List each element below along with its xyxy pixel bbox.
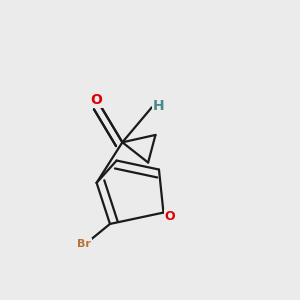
Text: Br: Br: [77, 239, 91, 249]
Text: H: H: [153, 98, 164, 112]
Text: O: O: [165, 211, 176, 224]
Text: O: O: [91, 93, 103, 107]
